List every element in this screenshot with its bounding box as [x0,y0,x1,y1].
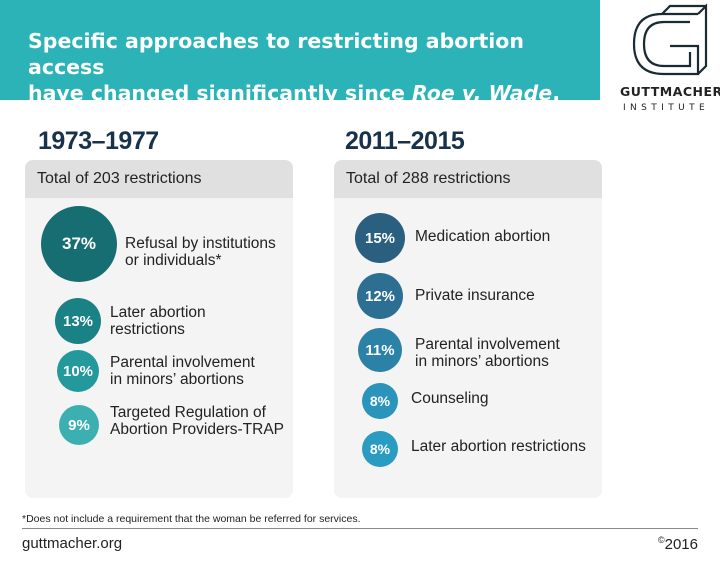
right-label-counseling: Counseling [411,390,489,407]
right-bubble-medication: 15% [355,213,405,263]
left-label-later-line2: restrictions [110,321,185,338]
right-total: Total of 288 restrictions [334,160,602,198]
left-label-trap-line1: Targeted Regulation of [110,404,266,421]
left-label-later: Later abortion restrictions [110,304,206,338]
copyright-symbol: © [657,535,665,545]
page-title: Specific approaches to restricting abort… [28,28,600,106]
left-bubble-refusal: 37% [41,206,117,282]
right-label-parental: Parental involvement in minors’ abortion… [415,336,560,370]
right-label-insurance-line1: Private insurance [415,287,535,304]
title-line-2-text: have changed significantly since [28,81,413,105]
logo [600,0,720,130]
left-label-parental-line1: Parental involvement [110,354,255,371]
right-label-later-line1: Later abortion restrictions [411,438,586,455]
footnote: *Does not include a requirement that the… [22,513,361,525]
title-line-1: Specific approaches to restricting abort… [28,29,524,79]
logo-subtitle: INSTITUTE [622,103,710,113]
left-label-trap: Targeted Regulation of Abortion Provider… [110,404,284,438]
right-label-parental-line2: in minors’ abortions [415,353,549,370]
title-line-2: have changed significantly since Roe v. … [28,80,600,106]
left-bubble-later: 13% [55,298,101,344]
left-label-refusal: Refusal by institutions or individuals* [125,235,276,269]
logo-name: GUTTMACHER [620,84,720,99]
header-banner: Specific approaches to restricting abort… [0,0,600,105]
right-label-medication: Medication abortion [415,228,550,245]
title-case-name: Roe v. Wade [412,81,553,105]
left-bubble-parental: 10% [57,350,99,392]
footer-site: guttmacher.org [22,535,123,552]
right-bubble-insurance: 12% [357,273,403,319]
left-period-heading: 1973–1977 [38,127,159,155]
copyright-year: 2016 [664,536,698,553]
right-bubble-later: 8% [362,431,398,467]
left-label-trap-line2: Abortion Providers-TRAP [110,421,285,438]
right-label-medication-line1: Medication abortion [415,228,551,245]
left-bubble-trap: 9% [59,405,99,445]
title-period: . [552,81,560,105]
right-bubble-counseling: 8% [362,383,398,419]
right-label-insurance: Private insurance [415,287,535,304]
right-label-later: Later abortion restrictions [411,438,586,455]
left-label-refusal-line1: Refusal by institutions [125,235,276,252]
logo-g-icon [600,0,720,82]
right-period-heading: 2011–2015 [345,127,465,155]
footer-divider [22,528,698,529]
footer-copyright: ©2016 [658,535,698,553]
left-label-later-line1: Later abortion [110,304,206,321]
left-label-refusal-line2: or individuals* [125,252,222,269]
right-label-counseling-line1: Counseling [411,390,489,407]
left-label-parental: Parental involvement in minors’ abortion… [110,354,255,388]
right-bubble-parental: 11% [358,328,402,372]
left-total: Total of 203 restrictions [25,160,293,198]
left-label-parental-line2: in minors’ abortions [110,371,244,388]
right-label-parental-line1: Parental involvement [415,336,560,353]
